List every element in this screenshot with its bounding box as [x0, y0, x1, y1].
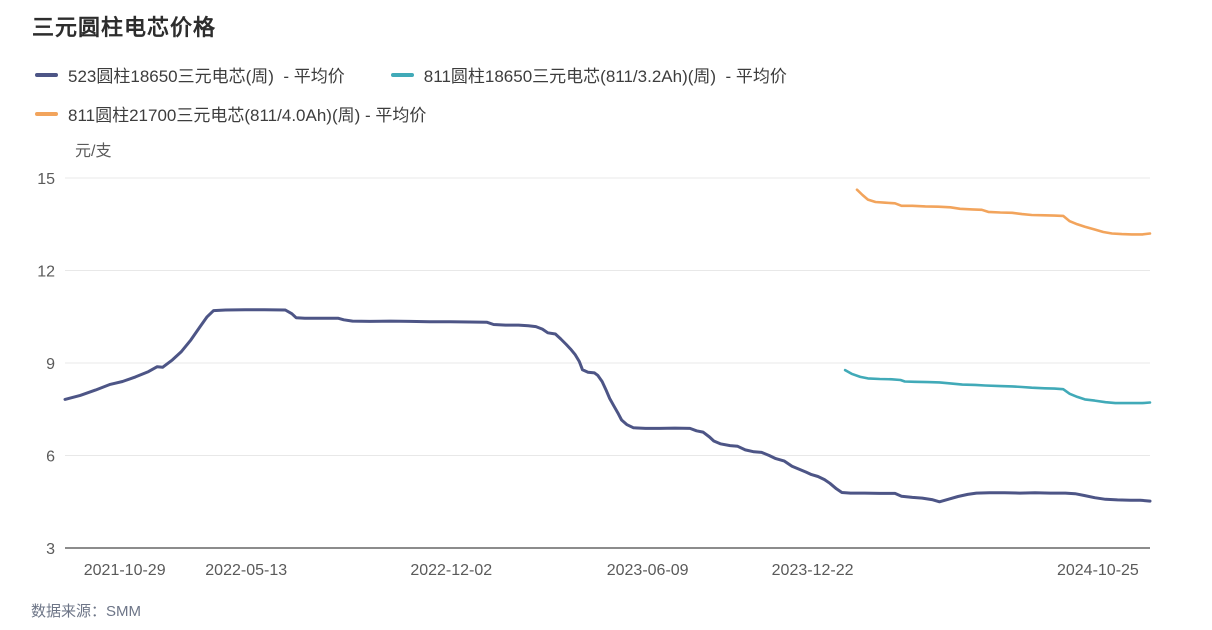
legend-label: 523圆柱18650三元电芯(周) - 平均价	[68, 67, 345, 86]
chart-title: 三元圆柱电芯价格	[32, 15, 217, 40]
x-tick-label: 2023-06-09	[607, 562, 689, 579]
data-source-label: 数据来源：SMM	[31, 603, 141, 620]
line-marker-icon	[390, 72, 414, 77]
legend-row-2: 811圆柱21700三元电芯(811/4.0Ah)(周) - 平均价	[35, 101, 426, 126]
series-line-0	[63, 308, 1152, 504]
x-tick-label: 2023-12-22	[772, 562, 854, 579]
series-line-2	[855, 188, 1152, 236]
y-tick-label: 6	[46, 449, 55, 466]
legend-label: 811圆柱21700三元电芯(811/4.0Ah)(周) - 平均价	[68, 106, 427, 125]
x-tick-label: 2022-12-02	[410, 562, 492, 579]
x-tick-label: 2022-05-13	[205, 562, 287, 579]
legend-row-1: 523圆柱18650三元电芯(周) - 平均价 811圆柱18650三元电芯(8…	[35, 62, 787, 87]
line-marker-icon	[35, 111, 58, 116]
legend-item-811-18650[interactable]: 811圆柱18650三元电芯(811/3.2Ah)(周) - 平均价	[390, 62, 787, 87]
series-line-1	[843, 368, 1152, 405]
x-tick-label: 2024-10-25	[1057, 562, 1139, 579]
x-tick-label: 2021-10-29	[84, 562, 166, 579]
y-tick-label: 3	[46, 541, 55, 558]
y-tick-label: 12	[37, 264, 55, 281]
legend-item-523-18650[interactable]: 523圆柱18650三元电芯(周) - 平均价	[35, 62, 345, 87]
legend-item-811-21700[interactable]: 811圆柱21700三元电芯(811/4.0Ah)(周) - 平均价	[35, 101, 426, 126]
y-tick-label: 9	[46, 356, 55, 373]
line-marker-icon	[35, 72, 58, 77]
y-axis-unit-label: 元/支	[75, 143, 112, 160]
y-tick-label: 15	[37, 171, 55, 188]
legend-label: 811圆柱18650三元电芯(811/3.2Ah)(周) - 平均价	[423, 67, 787, 86]
